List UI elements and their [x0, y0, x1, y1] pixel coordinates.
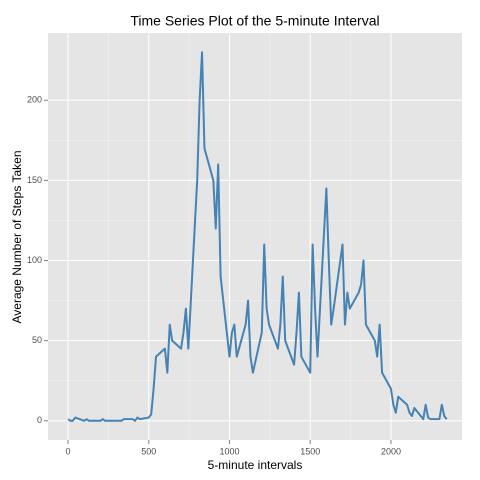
y-tick-label: 50 — [32, 335, 42, 345]
y-axis-label: Average Number of Steps Taken — [10, 151, 24, 324]
y-tick-label: 100 — [27, 255, 42, 265]
data-line — [67, 51, 448, 422]
x-axis-label: 5-minute intervals — [208, 458, 303, 472]
x-tick-label: 2000 — [381, 446, 401, 456]
x-tick-label: 1500 — [300, 446, 320, 456]
y-tick-label: 0 — [37, 415, 42, 425]
x-tick-label: 1000 — [219, 446, 239, 456]
chart-title: Time Series Plot of the 5-minute Interva… — [130, 13, 379, 29]
x-tick-label: 500 — [141, 446, 156, 456]
y-tick-label: 150 — [27, 175, 42, 185]
y-tick-label: 200 — [27, 95, 42, 105]
plot-background — [48, 33, 462, 440]
x-tick-label: 0 — [66, 446, 71, 456]
